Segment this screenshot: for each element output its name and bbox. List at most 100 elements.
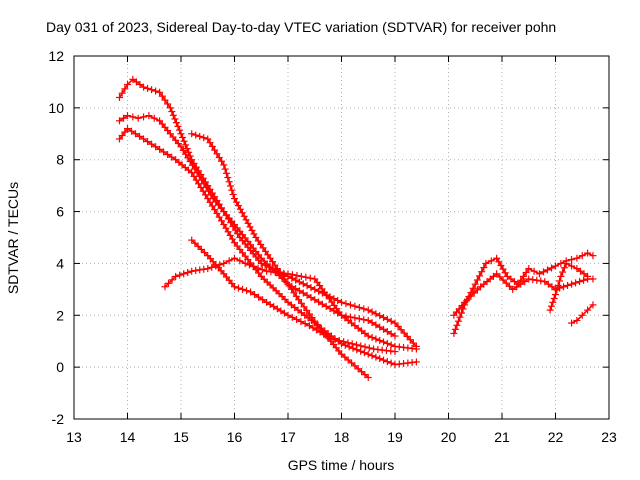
data-point (166, 104, 183, 134)
data-point (263, 298, 288, 317)
data-point (541, 278, 556, 291)
data-point (552, 277, 564, 299)
data-point (263, 267, 288, 277)
x-tick-label: 22 (548, 429, 564, 445)
data-point (391, 319, 417, 347)
data-point (471, 264, 488, 288)
data-point (172, 156, 192, 174)
y-tick-label: 0 (56, 359, 64, 375)
data-point (177, 130, 194, 160)
data-point (503, 272, 518, 286)
x-tick-label: 20 (441, 429, 457, 445)
data-point (364, 316, 395, 338)
data-point (177, 143, 199, 173)
x-tick-label: 21 (494, 429, 510, 445)
y-tick-label: 2 (56, 307, 64, 323)
y-tick-label: 4 (56, 255, 64, 271)
data-point (391, 358, 416, 369)
data-point (241, 259, 266, 274)
data-point (364, 306, 395, 325)
data-point (115, 85, 129, 101)
data-point (188, 169, 209, 199)
data-point (364, 350, 395, 367)
x-tick-label: 19 (387, 429, 403, 445)
x-tick-label: 17 (280, 429, 296, 445)
data-point (493, 270, 513, 290)
data-point (247, 288, 267, 304)
data-point (364, 332, 395, 349)
data-point (589, 252, 597, 260)
y-tick-label: 6 (56, 204, 64, 220)
data-point (188, 265, 208, 275)
data-point (509, 278, 529, 293)
data-point (578, 311, 586, 319)
data-point (525, 265, 538, 275)
data-point (327, 335, 352, 347)
data-point (589, 301, 597, 309)
data-point (257, 272, 289, 303)
data-point (204, 195, 226, 225)
data-point (209, 195, 236, 225)
data-point (231, 283, 251, 295)
y-tick-label: 8 (56, 152, 64, 168)
data-point (284, 272, 315, 292)
data-point (204, 135, 226, 165)
data-point (156, 145, 176, 161)
series-track-e (161, 254, 399, 340)
data-point (461, 286, 481, 306)
plot-frame (73, 55, 610, 420)
data-point (161, 276, 176, 291)
data-point (557, 264, 568, 280)
data-point (584, 272, 592, 280)
y-tick-label: 12 (48, 48, 64, 64)
data-point (284, 311, 309, 328)
data-point (568, 319, 576, 327)
data-point (412, 345, 420, 353)
data-point (338, 350, 369, 379)
data-point (145, 112, 158, 122)
data-point (562, 259, 576, 270)
data-point (391, 348, 399, 356)
series-track-f (188, 236, 399, 356)
data-point (140, 83, 160, 95)
data-point (391, 332, 399, 340)
series-line (118, 78, 418, 348)
data-point (172, 269, 192, 280)
data-point (156, 117, 172, 135)
data-point (204, 252, 225, 275)
data-point (284, 298, 315, 324)
data-point (450, 305, 467, 337)
data-point (305, 322, 331, 340)
series-track-j (568, 301, 597, 327)
data-point (124, 125, 144, 140)
data-point (338, 298, 368, 313)
data-point (311, 275, 343, 316)
y-tick-label: -2 (52, 411, 65, 427)
data-point (546, 294, 558, 314)
x-axis-title: GPS time / hours (288, 457, 395, 473)
y-tick-label: 10 (48, 100, 64, 116)
data-point (584, 249, 592, 257)
x-tick-label: 23 (601, 429, 617, 445)
data-point (252, 234, 279, 269)
data-point (589, 275, 597, 283)
x-tick-label: 18 (334, 429, 350, 445)
series-track-g (450, 249, 597, 337)
data-point (535, 264, 555, 278)
data-point (284, 280, 315, 302)
data-point (188, 236, 209, 257)
data-series (115, 75, 597, 382)
data-point (124, 112, 137, 121)
series-track-c (115, 125, 420, 369)
data-point (156, 88, 172, 108)
data-point (348, 340, 373, 352)
data-point (525, 275, 545, 285)
data-point (573, 252, 586, 262)
data-point (140, 135, 160, 151)
data-point (231, 195, 258, 238)
data-point (482, 257, 495, 267)
data-point (231, 254, 244, 265)
data-point (573, 265, 588, 278)
series-track-h (450, 270, 597, 319)
